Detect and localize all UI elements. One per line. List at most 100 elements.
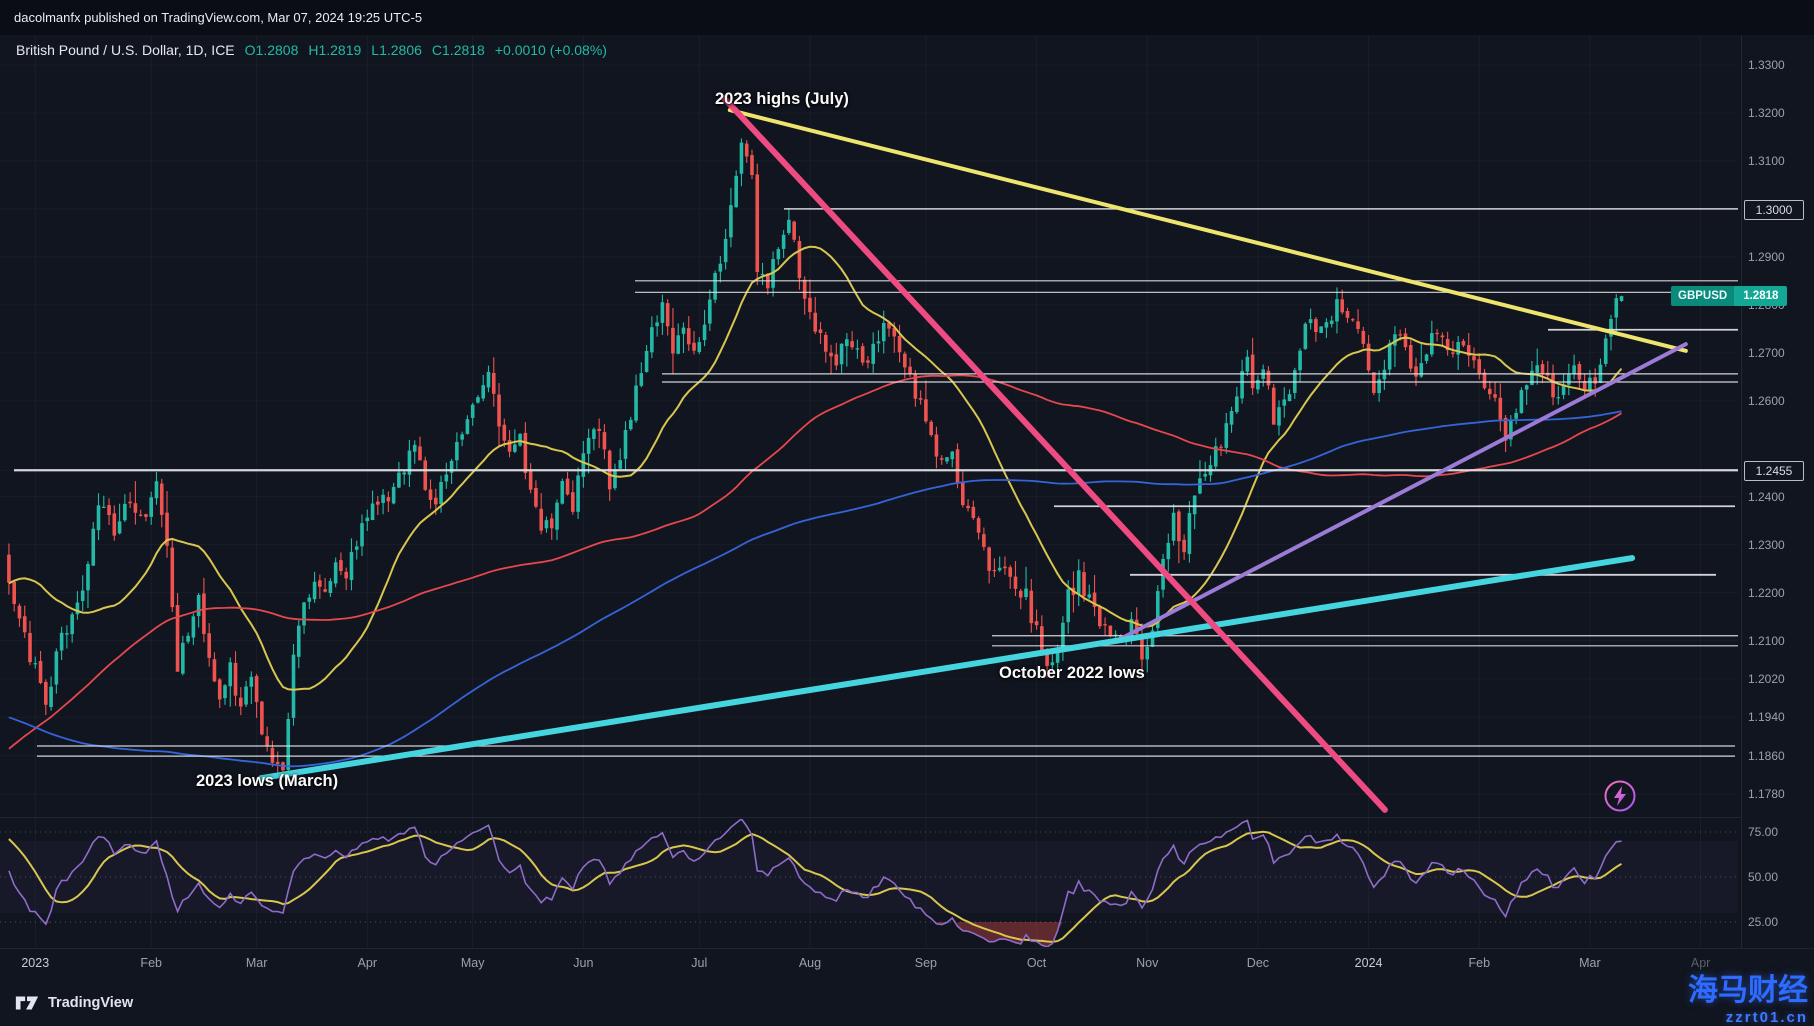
candle-body <box>634 385 638 421</box>
candle-body <box>992 570 997 572</box>
time-axis-label: Feb <box>140 956 162 970</box>
annotation-2023-lows[interactable]: 2023 lows (March) <box>196 772 339 790</box>
lightning-icon <box>1604 780 1636 812</box>
ohlc-open: O1.2808 <box>244 42 299 58</box>
candle-body <box>597 428 601 431</box>
candle-body <box>976 518 981 533</box>
price-level-label: 1.2455 <box>1744 461 1804 482</box>
lightning-button[interactable] <box>1602 778 1638 814</box>
candle-body <box>133 503 138 513</box>
candle-body <box>576 475 580 512</box>
candle-body <box>59 632 64 651</box>
pane-separator-main-rsi[interactable] <box>0 817 1741 818</box>
candle-body <box>1055 648 1060 663</box>
candle-body <box>1593 377 1597 384</box>
candle-body <box>1466 345 1471 356</box>
candle-body <box>523 432 528 474</box>
candle-body <box>1398 334 1402 336</box>
candle-body <box>1582 380 1587 391</box>
candle-body <box>1477 359 1482 374</box>
candle-body <box>671 327 675 354</box>
candle-body <box>1018 590 1023 598</box>
candle-body <box>312 581 317 600</box>
price-level-label: 1.3000 <box>1744 199 1804 220</box>
candle-body <box>191 616 196 638</box>
candle-body <box>1609 319 1613 337</box>
candle-body <box>549 518 554 529</box>
candle-body <box>444 474 449 482</box>
candle-body <box>1356 321 1360 329</box>
candle-body <box>723 238 728 263</box>
candle-body <box>818 329 823 333</box>
ma-line-slow-blue <box>8 410 1622 768</box>
trendlines[interactable] <box>257 95 1688 813</box>
candle-body <box>70 614 74 635</box>
candle-body <box>470 404 475 418</box>
candle-body <box>665 303 670 327</box>
candle-body <box>966 505 970 509</box>
support-resistance-levels[interactable] <box>14 208 1738 757</box>
candle-body <box>1440 335 1445 338</box>
candle-body <box>1213 446 1218 467</box>
candle-body <box>1577 364 1582 380</box>
candle-body <box>91 528 96 566</box>
trendline-descending-resistance-yellow[interactable] <box>727 108 1688 353</box>
ohlc-low: L1.2806 <box>371 42 422 58</box>
candle-body <box>1498 397 1503 420</box>
candle-body <box>423 460 428 490</box>
candle-body <box>1129 618 1134 637</box>
candle-body <box>433 497 438 505</box>
candle-body <box>44 681 48 705</box>
candle-body <box>1329 320 1334 325</box>
time-axis-label: Jun <box>573 956 594 970</box>
price-axis-label: 1.2700 <box>1748 345 1785 360</box>
candle-body <box>128 501 132 504</box>
candle-body <box>676 335 681 354</box>
candle-body <box>1024 588 1028 598</box>
candle-body <box>75 602 80 615</box>
candle-body <box>491 373 496 394</box>
candle-body <box>1551 374 1555 398</box>
candle-body <box>739 142 744 174</box>
candle-body <box>829 352 833 357</box>
annotation-october-2022-lows[interactable]: October 2022 lows <box>999 664 1145 682</box>
trendline-ascending-support-purple[interactable] <box>1116 342 1688 643</box>
candle-body <box>776 249 781 260</box>
ma-line-mid-red <box>8 374 1622 750</box>
annotation-2023-highs[interactable]: 2023 highs (July) <box>715 90 849 108</box>
price-axis-label: 1.2200 <box>1748 585 1785 600</box>
candle-body <box>365 517 370 522</box>
publish-info-text: dacolmanfx published on TradingView.com,… <box>14 10 423 25</box>
price-axis-label: 1.2300 <box>1748 537 1785 552</box>
candle-body <box>1366 343 1371 371</box>
price-axis-label: 1.3300 <box>1748 58 1785 72</box>
ohlc-close: C1.2818 <box>431 42 485 58</box>
candle-body <box>1308 319 1313 324</box>
trendline-steep-downtrend-pink[interactable] <box>721 95 1388 813</box>
candle-body <box>908 366 912 374</box>
candle-body <box>845 339 849 347</box>
symbol-title[interactable]: British Pound / U.S. Dollar, 1D, ICE <box>16 42 235 58</box>
candle-body <box>344 571 348 579</box>
candle-body <box>897 336 902 353</box>
candle-body <box>1029 590 1034 624</box>
candle-body <box>349 552 354 581</box>
candle-body <box>486 371 491 388</box>
trendline-ascending-support-cyan[interactable] <box>257 555 1636 782</box>
candle-body <box>275 761 280 764</box>
candle-body <box>813 312 818 332</box>
candle-body <box>960 481 965 506</box>
candle-body <box>249 676 254 687</box>
candle-body <box>217 679 222 700</box>
candle-body <box>323 589 327 592</box>
candle-body <box>1256 379 1260 390</box>
tradingview-logo[interactable]: TradingView <box>14 994 133 1012</box>
candle-body <box>138 514 143 516</box>
candle-body <box>1493 394 1497 398</box>
candle-body <box>307 597 312 602</box>
candle-body <box>934 434 939 457</box>
candle-body <box>460 434 464 440</box>
candle-body <box>639 373 644 386</box>
candle-body <box>1614 298 1619 318</box>
